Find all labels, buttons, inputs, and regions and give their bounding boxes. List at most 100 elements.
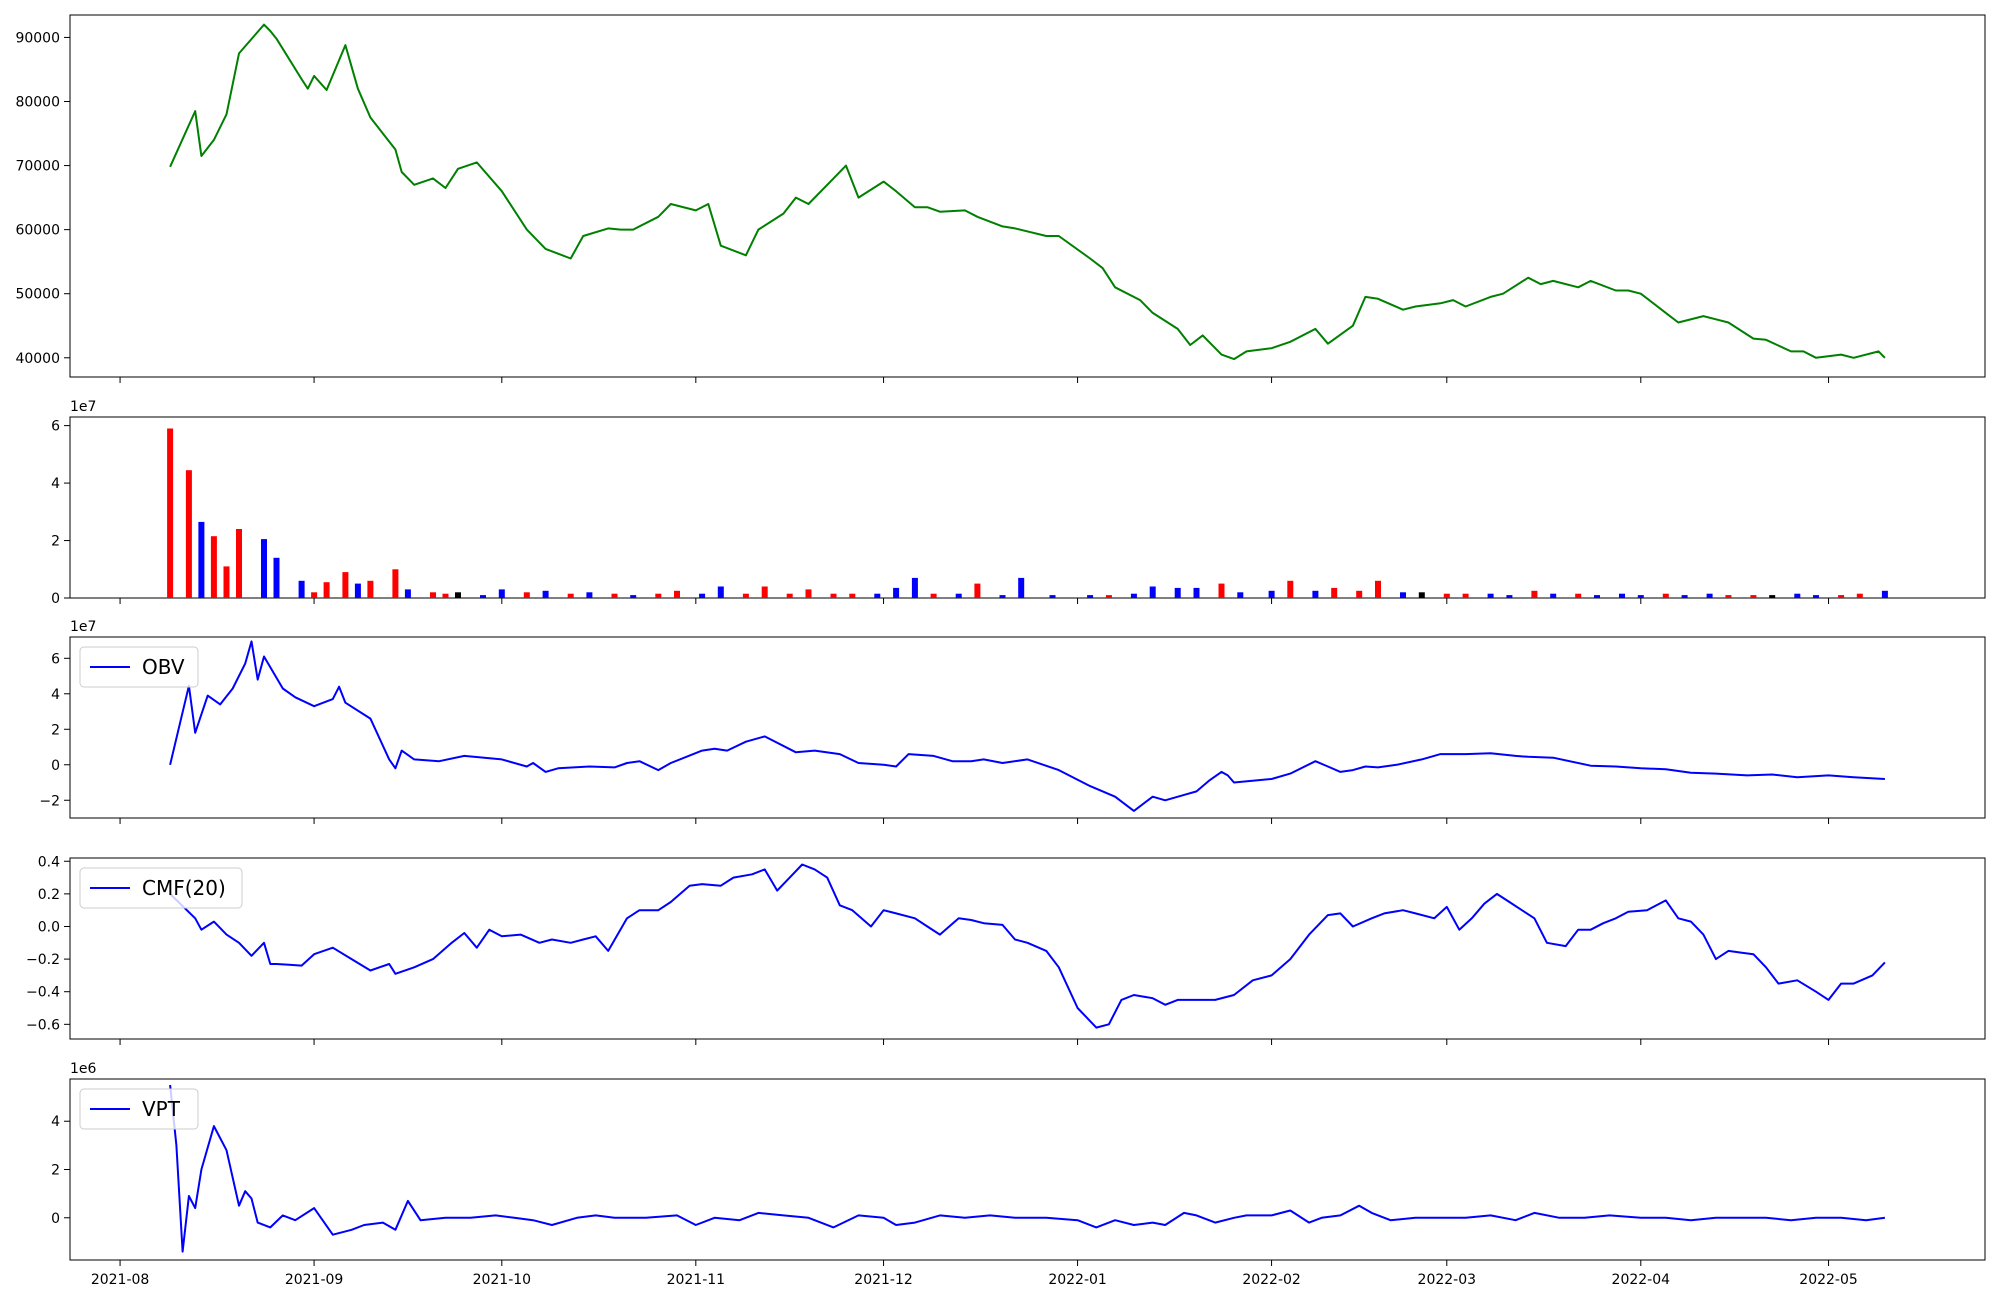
cmf-legend-box [79,867,243,909]
xtick-label: 2022-05 [1799,1272,1858,1288]
price-ytick-label: 50000 [15,287,60,303]
volume-bar [1400,592,1406,598]
price-ytick-label: 90000 [15,30,60,46]
volume-bar [311,592,318,598]
obv-ytick-label: 4 [51,687,60,703]
volume-bar [567,593,574,598]
volume-bar [1375,580,1381,598]
price-line [169,23,1886,361]
obv-legend-box [79,646,199,688]
xtick-label: 2021-09 [285,1272,344,1288]
volume-bar [1750,595,1757,598]
volume-bar [273,557,280,598]
volume-bar [611,593,618,598]
cmf-line [169,863,1886,1029]
vpt-legend-box [79,1088,199,1130]
volume-bar [1049,595,1056,598]
volume-bar [1218,583,1225,598]
volume-bar [455,592,461,598]
xtick-label: 2022-02 [1242,1272,1301,1288]
volume-bar [1769,595,1776,598]
volume-bar [674,590,680,598]
volume-bar [1193,587,1200,598]
volume-bar [830,593,837,598]
cmf-ytick-label: 0.0 [38,919,60,935]
volume-bar [1130,593,1137,598]
xtick-label: 2021-08 [91,1272,150,1288]
volume-ytick-label: 2 [51,534,60,550]
volume-bar [874,593,881,598]
volume-bar [1725,595,1732,598]
volume-ytick-label: 4 [51,476,60,492]
cmf-ytick-label: −0.6 [26,1017,60,1033]
vpt-ytick-label: 0 [51,1211,60,1227]
volume-bar [1087,595,1094,598]
obv-panel: −2 0 2 4 6 1e7 OBV [39,619,1986,824]
volume-bar [1856,593,1863,598]
xtick-label: 2021-10 [473,1272,532,1288]
volume-bar [1356,590,1363,598]
volume-bar [1487,593,1494,598]
vpt-axes-frame [69,1078,1986,1261]
volume-bar [893,587,900,598]
cmf-legend: CMF(20) [79,867,243,909]
volume-bar [404,589,411,598]
volume-ytick-label: 0 [51,591,60,607]
volume-bar [1662,593,1669,598]
volume-bar [167,428,174,598]
volume-bar [930,593,937,598]
volume-bar [586,592,593,598]
obv-legend: OBV [79,646,199,688]
volume-axes-frame [69,416,1986,599]
volume-bar [523,592,530,598]
volume-bar [1506,595,1513,598]
volume-panel: 0 2 4 6 1e7 [51,399,1986,607]
volume-bar [1237,592,1244,598]
xtick-label: 2022-01 [1048,1272,1107,1288]
volume-bar [1418,592,1425,598]
vpt-ytick-label: 2 [51,1163,60,1179]
volume-bar [1174,587,1181,598]
volume-exponent-label: 1e7 [70,399,96,415]
volume-bar [1813,595,1819,598]
volume-bar [480,595,486,598]
volume-bar [742,593,749,598]
obv-ytick-label: 0 [51,758,60,774]
vpt-line [169,1084,1886,1253]
volume-bar [1838,595,1845,598]
cmf-legend-label: CMF(20) [142,876,226,900]
obv-ytick-label: −2 [39,793,60,809]
volume-bar [805,589,812,598]
volume-ytick-label: 6 [51,419,60,435]
volume-bar [367,580,374,598]
volume-bar [223,566,230,598]
volume-bar [1331,587,1338,598]
volume-bar [1268,590,1275,598]
volume-bar [717,586,724,598]
volume-bar [498,589,505,598]
volume-bar [1575,593,1582,598]
volume-bar [1550,593,1557,598]
price-ytick-label: 70000 [15,159,60,175]
volume-bar [999,595,1006,598]
cmf-axes-frame [69,857,1986,1040]
price-ytick-label: 60000 [15,223,60,239]
xtick-label: 2021-11 [667,1272,726,1288]
volume-bar [1637,595,1644,598]
vpt-legend: VPT [79,1088,199,1130]
obv-ytick-label: 6 [51,651,60,667]
volume-bar [1105,595,1112,598]
volume-bar [630,595,637,598]
volume-bar [786,593,793,598]
xtick-label: 2021-12 [854,1272,913,1288]
volume-bar [1531,590,1538,598]
cmf-ytick-label: −0.2 [26,952,60,968]
vpt-legend-label: VPT [142,1097,181,1121]
cmf-panel: −0.6 −0.4 −0.2 0.0 0.2 0.4 CMF(20) [26,854,1986,1045]
price-axes-frame [69,14,1986,378]
volume-bar [655,593,662,598]
volume-bar [442,593,449,598]
volume-bar [1018,577,1025,598]
volume-bar [1287,580,1294,598]
